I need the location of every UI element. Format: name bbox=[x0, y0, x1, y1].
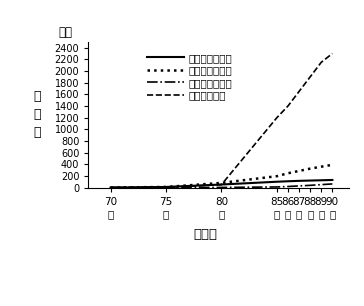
精神者通所授産 bbox=[319, 183, 324, 186]
精薄者通所授産 bbox=[297, 169, 301, 173]
身障者通所授産 bbox=[164, 185, 168, 189]
小規模作業所 bbox=[297, 90, 301, 93]
小規模作業所 bbox=[219, 183, 223, 186]
小規模作業所 bbox=[330, 52, 335, 55]
Y-axis label: 力
所
数: 力 所 数 bbox=[33, 90, 41, 139]
小規模作業所 bbox=[308, 75, 312, 79]
身障者通所授産 bbox=[275, 180, 279, 184]
精薄者通所授産 bbox=[308, 167, 312, 170]
小規模作業所 bbox=[164, 186, 168, 189]
身障者通所授産 bbox=[286, 179, 290, 183]
Text: 年　度: 年 度 bbox=[194, 228, 218, 241]
精神者通所授産 bbox=[297, 184, 301, 188]
小規模作業所 bbox=[108, 186, 113, 189]
Text: 力所: 力所 bbox=[58, 26, 72, 39]
精薄者通所授産 bbox=[164, 185, 168, 189]
身障者通所授産 bbox=[219, 183, 223, 186]
身障者通所授産 bbox=[319, 178, 324, 182]
精神者通所授産 bbox=[164, 186, 168, 189]
精薄者通所授産 bbox=[108, 186, 113, 189]
精薄者通所授産 bbox=[319, 165, 324, 169]
身障者通所授産 bbox=[297, 179, 301, 183]
身障者通所授産 bbox=[308, 179, 312, 182]
Legend: 身障者通所授産, 精薄者通所授産, 精神者通所授産, 小規模作業所: 身障者通所授産, 精薄者通所授産, 精神者通所授産, 小規模作業所 bbox=[143, 49, 237, 105]
精薄者通所授産 bbox=[219, 181, 223, 185]
身障者通所授産 bbox=[330, 178, 335, 182]
小規模作業所 bbox=[286, 104, 290, 108]
Line: 精神者通所授産: 精神者通所授産 bbox=[111, 184, 332, 188]
Line: 小規模作業所: 小規模作業所 bbox=[111, 54, 332, 188]
小規模作業所 bbox=[319, 61, 324, 64]
精神者通所授産 bbox=[219, 186, 223, 189]
精神者通所授産 bbox=[108, 186, 113, 189]
精神者通所授産 bbox=[330, 182, 335, 186]
精神者通所授産 bbox=[308, 184, 312, 187]
小規模作業所 bbox=[275, 116, 279, 119]
Line: 身障者通所授産: 身障者通所授産 bbox=[111, 180, 332, 188]
精薄者通所授産 bbox=[275, 174, 279, 178]
Line: 精薄者通所授産: 精薄者通所授産 bbox=[111, 165, 332, 188]
精薄者通所授産 bbox=[286, 171, 290, 175]
精神者通所授産 bbox=[286, 185, 290, 188]
精薄者通所授産 bbox=[330, 163, 335, 167]
身障者通所授産 bbox=[108, 186, 113, 189]
精神者通所授産 bbox=[275, 185, 279, 189]
